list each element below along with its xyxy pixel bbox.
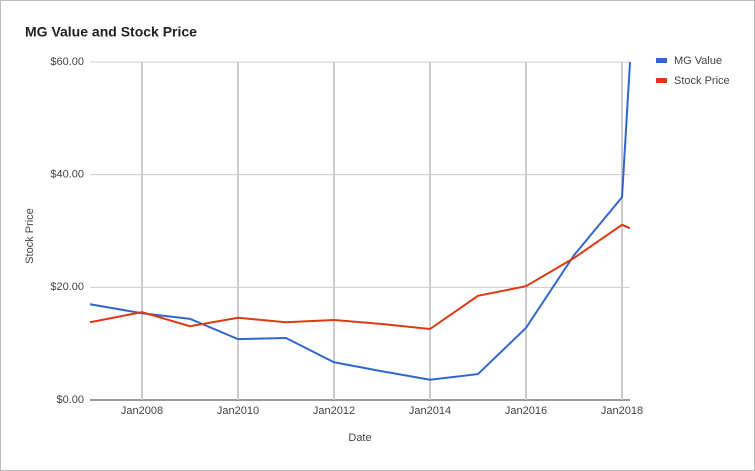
x-tick-label: Jan2008 — [121, 405, 163, 417]
y-tick-label: $0.00 — [56, 394, 84, 406]
legend-label: MG Value — [674, 55, 722, 67]
y-tick-label: $40.00 — [50, 169, 84, 181]
x-tick-label: Jan2012 — [313, 405, 355, 417]
y-tick-label: $20.00 — [50, 281, 84, 293]
x-tick-label: Jan2016 — [505, 405, 547, 417]
line-series — [89, 61, 631, 381]
legend-label: Stock Price — [674, 75, 730, 87]
legend-swatch — [656, 58, 667, 63]
x-axis-label: Date — [348, 432, 371, 444]
y-axis-label: Stock Price — [24, 208, 36, 264]
line-series — [89, 223, 631, 331]
y-tick-label: $60.00 — [50, 56, 84, 68]
chart-title: MG Value and Stock Price — [25, 24, 197, 40]
x-tick-label: Jan2018 — [601, 405, 643, 417]
x-tick-label: Jan2014 — [409, 405, 451, 417]
legend-swatch — [656, 78, 667, 83]
x-tick-label: Jan2010 — [217, 405, 259, 417]
